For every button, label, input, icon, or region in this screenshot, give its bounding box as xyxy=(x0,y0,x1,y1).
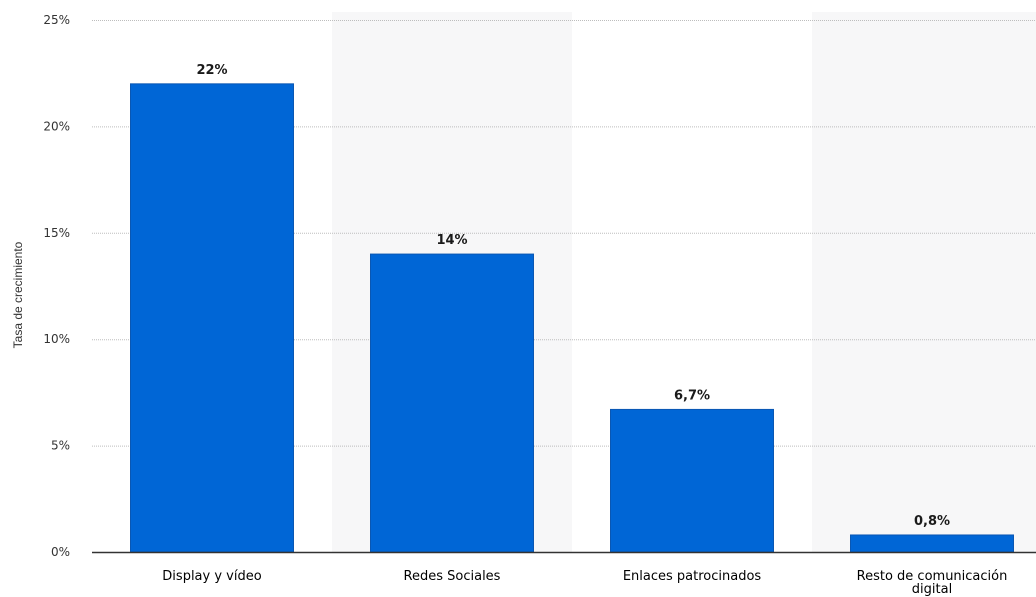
y-tick-label: 5% xyxy=(51,439,70,453)
y-tick-label: 25% xyxy=(43,13,70,27)
data-label: 6,7% xyxy=(674,388,710,403)
y-tick-label: 10% xyxy=(43,332,70,346)
data-label: 22% xyxy=(196,63,227,78)
y-tick-label: 15% xyxy=(43,226,70,240)
bar xyxy=(610,408,774,553)
x-tick-label: digital xyxy=(912,582,952,597)
x-tick-label: Resto de comunicación xyxy=(857,569,1008,584)
x-tick-label: Display y vídeo xyxy=(162,569,261,584)
grid-lines xyxy=(92,20,1036,447)
background-band xyxy=(812,12,1036,552)
x-tick-label: Enlaces patrocinados xyxy=(623,569,762,584)
bar xyxy=(370,253,534,553)
data-label: 14% xyxy=(436,233,467,248)
y-axis-title: Tasa de crecimiento xyxy=(11,241,25,348)
data-label: 0,8% xyxy=(914,514,950,529)
bar xyxy=(850,534,1014,553)
y-tick-label: 0% xyxy=(51,545,70,559)
bars xyxy=(130,83,1014,553)
category-labels: Display y vídeo Redes Sociales Enlaces pat… xyxy=(162,569,1007,597)
bar xyxy=(130,83,294,553)
data-labels: 22% 14% 6,7% 0,8% xyxy=(196,63,950,529)
y-tick-labels: 0% 5% 10% 15% 20% 25% xyxy=(43,13,70,559)
x-tick-label: Redes Sociales xyxy=(404,569,501,584)
y-tick-label: 20% xyxy=(43,119,70,133)
